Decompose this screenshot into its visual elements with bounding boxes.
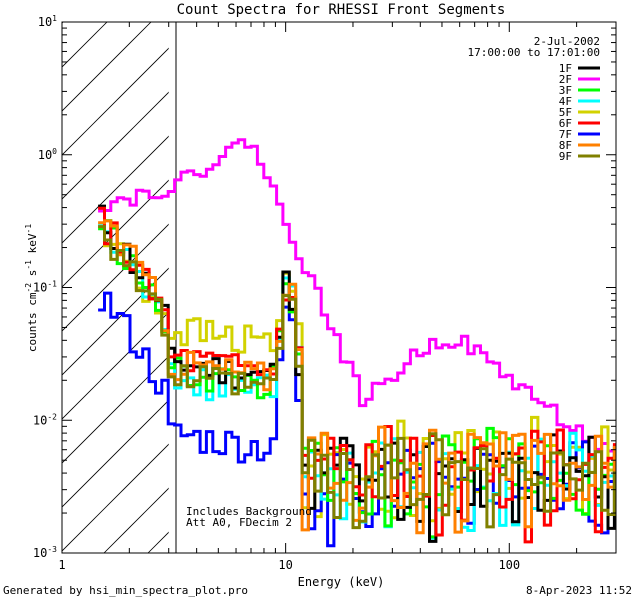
- annotation-attenuator: Att A0, FDecim 2: [186, 516, 292, 529]
- y-tick-label: 100: [38, 147, 57, 162]
- y-tick-base: 10: [38, 148, 52, 162]
- attenuator-hatched-region: [0, 0, 640, 553]
- hatch-line: [62, 443, 169, 552]
- y-tick-label: 10-3: [33, 545, 57, 560]
- hatch-line: [62, 47, 169, 156]
- x-tick-label: 1: [58, 558, 65, 572]
- chart-title: Count Spectra for RHESSI Front Segments: [177, 2, 506, 18]
- date-label: 2-Jul-2002: [534, 35, 600, 48]
- y-axis-label: counts cm-2 s-1 keV-1: [24, 224, 39, 352]
- hatch-line: [62, 223, 169, 332]
- legend-label: 9F: [559, 150, 572, 163]
- annotation-background: Includes Background: [186, 505, 312, 518]
- footer-generator: Generated by hsi_min_spectra_plot.pro: [3, 584, 249, 597]
- axis-ticks: [61, 21, 617, 554]
- legend-label: 2F: [559, 73, 572, 86]
- series-line-9f: [98, 225, 616, 530]
- series-layer: [98, 138, 616, 548]
- hatch-line: [62, 22, 108, 68]
- x-tick-label: 10: [278, 558, 292, 572]
- hatch-line: [0, 0, 88, 553]
- y-tick-base: 10: [33, 546, 47, 560]
- x-axis-label: Energy (keV): [298, 575, 385, 589]
- hatch-line: [62, 22, 152, 112]
- x-tick-label: 100: [498, 558, 520, 572]
- x-tick-labels: 1 10 100: [58, 558, 520, 572]
- legend-label: 4F: [559, 95, 572, 108]
- y-tick-exponent: -1: [47, 280, 57, 289]
- y-tick-exponent: -2: [47, 412, 57, 421]
- y-tick-exponent: 1: [52, 14, 57, 23]
- legend-label: 3F: [559, 84, 572, 97]
- y-tick-label: 10-2: [33, 412, 57, 427]
- y-tick-exponent: -3: [47, 545, 57, 554]
- legend-label: 8F: [559, 139, 572, 152]
- hatch-line: [62, 179, 169, 288]
- legend-label: 5F: [559, 106, 572, 119]
- legend-label: 6F: [559, 117, 572, 130]
- time-range-label: 17:00:00 to 17:01:00: [468, 46, 600, 59]
- legend-label: 7F: [559, 128, 572, 141]
- series-line-6f: [98, 206, 616, 544]
- y-tick-label: 101: [38, 14, 57, 29]
- hatch-line: [62, 399, 169, 508]
- hatch-line: [62, 355, 169, 464]
- series-line-2f: [98, 138, 616, 458]
- hatch-line: [632, 0, 640, 553]
- y-tick-base: 10: [38, 15, 52, 29]
- footer-timestamp: 8-Apr-2023 11:52: [526, 584, 632, 597]
- y-tick-base: 10: [33, 413, 47, 427]
- y-tick-exponent: 0: [52, 147, 57, 156]
- y-tick-base: 10: [33, 281, 47, 295]
- legend-label: 1F: [559, 62, 572, 75]
- hatch-line: [62, 22, 64, 24]
- y-tick-label: 10-1: [33, 280, 57, 295]
